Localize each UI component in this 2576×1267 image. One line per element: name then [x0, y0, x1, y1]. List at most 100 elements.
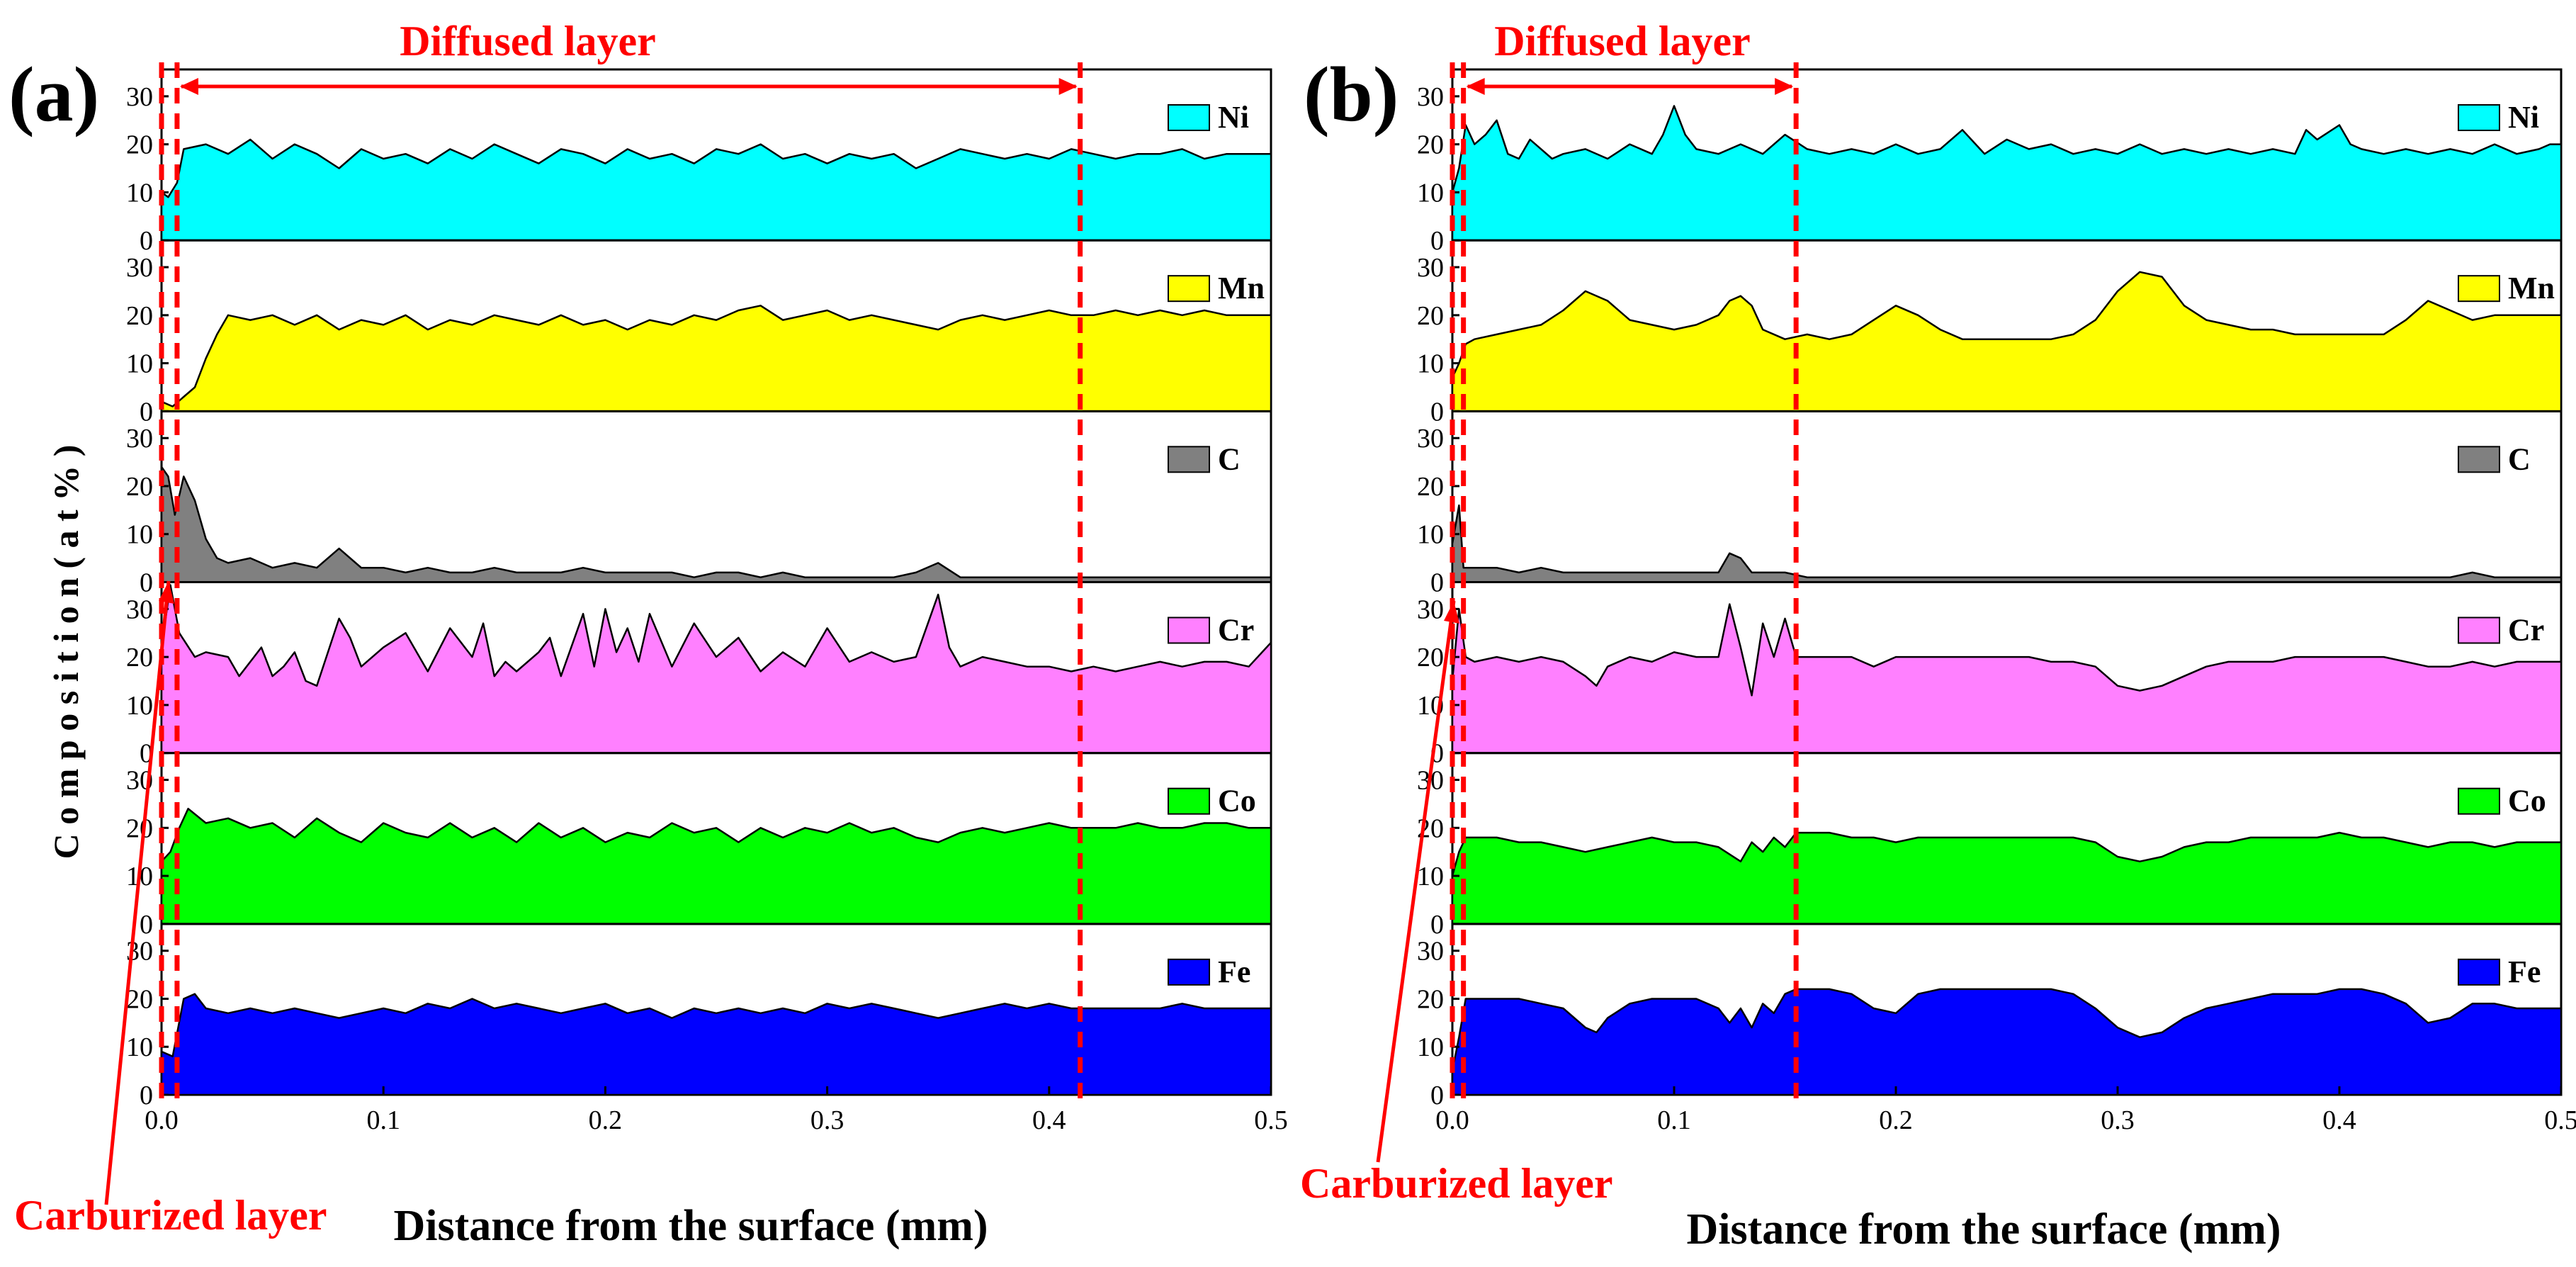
y-tick-label: 10: [1417, 349, 1444, 379]
y-tick-label: 0: [140, 397, 153, 427]
x-tick-label: 0.1: [1657, 1105, 1691, 1135]
ni-series-area: [160, 138, 1272, 242]
panel-b-diffused-label: Diffused layer: [1494, 18, 1751, 64]
fe-series-area: [160, 993, 1272, 1096]
y-tick-label: 0: [140, 568, 153, 598]
panel-a: (a) Diffused layer 0 10 20 30 Ni 0 10 20 30 Mn 0 10…: [9, 18, 1288, 1250]
x-tick-label: 0.5: [1254, 1105, 1288, 1135]
y-tick-label: 20: [1417, 472, 1444, 502]
cr-legend-label: Cr: [1218, 613, 1254, 648]
panel-b-strip-mn: 0 10 20 30 Mn: [1417, 239, 2563, 427]
x-tick-label: 0.5: [2544, 1105, 2576, 1135]
y-tick-label: 0: [140, 1081, 153, 1110]
panel-a-carburized-label: Carburized layer: [14, 1192, 327, 1239]
panel-a-diffused-label: Diffused layer: [400, 18, 656, 64]
y-tick-label: 30: [126, 253, 153, 283]
y-tick-label: 20: [126, 130, 153, 160]
y-tick-label: 10: [1417, 1032, 1444, 1062]
c-legend-label: C: [2508, 441, 2531, 476]
y-tick-label: 20: [126, 472, 153, 502]
x-tick-label: 0.3: [810, 1105, 844, 1135]
mn-legend-swatch: [2458, 275, 2500, 303]
co-legend-swatch: [1168, 787, 1210, 815]
c-series-area: [1451, 504, 2563, 583]
y-tick-label: 30: [1417, 424, 1444, 454]
fe-legend-swatch: [2458, 958, 2500, 986]
y-tick-label: 30: [126, 595, 153, 624]
y-axis-label: C o m p o s i t i o n ( a t % ): [46, 445, 86, 860]
y-tick-label: 10: [126, 349, 153, 379]
carburized-pointer-head: [159, 581, 174, 604]
mn-series-area: [160, 305, 1272, 412]
y-tick-label: 20: [126, 813, 153, 843]
co-series-area: [1451, 831, 2563, 925]
panel-b-x-axis-label: Distance from the surface (mm): [1686, 1205, 2281, 1254]
mn-legend-swatch: [1168, 275, 1210, 303]
y-tick-label: 30: [1417, 595, 1444, 624]
c-legend-label: C: [1218, 441, 1241, 476]
ni-series-area: [1451, 105, 2563, 242]
panel-b-label: (b): [1304, 51, 1399, 137]
y-tick-label: 30: [1417, 253, 1444, 283]
panel-b-plot-area: 0 10 20 30 Ni 0 10 20 30 Mn 0 10 20 30 C 0 10 20 30 Cr 0 10 20…: [1376, 62, 2576, 1163]
carburized-pointer-head: [1444, 601, 1459, 624]
cr-series-area: [1451, 603, 2563, 754]
y-tick-label: 0: [140, 910, 153, 940]
y-tick-label: 10: [1417, 178, 1444, 208]
y-tick-label: 0: [1430, 226, 1444, 256]
x-tick-label: 0.2: [589, 1105, 623, 1135]
y-tick-label: 10: [1417, 520, 1444, 550]
panel-b-strip-ni: 0 10 20 30 Ni: [1417, 68, 2563, 256]
co-series-area: [160, 807, 1272, 925]
cr-legend-swatch: [1168, 616, 1210, 644]
mn-series-area: [1451, 271, 2563, 412]
y-tick-label: 20: [126, 643, 153, 672]
fe-legend-label: Fe: [1218, 955, 1250, 989]
ni-legend-label: Ni: [2508, 100, 2539, 135]
y-tick-label: 20: [1417, 301, 1444, 331]
y-tick-label: 0: [1430, 397, 1444, 427]
y-tick-label: 20: [126, 984, 153, 1014]
fe-series-area: [1451, 988, 2563, 1096]
x-tick-label: 0.2: [1879, 1105, 1913, 1135]
y-tick-label: 10: [126, 691, 153, 721]
y-tick-label: 0: [1430, 910, 1444, 940]
y-tick-label: 30: [126, 424, 153, 454]
carburized-pointer-line: [1376, 600, 1456, 1163]
y-tick-label: 0: [1430, 1081, 1444, 1110]
diffused-arrow-head-left: [1466, 78, 1485, 95]
x-tick-label: 0.4: [1032, 1105, 1066, 1135]
c-legend-swatch: [1168, 446, 1210, 473]
panel-a-strip-co: 0102030Co: [126, 752, 1272, 940]
ni-legend-swatch: [2458, 104, 2500, 131]
mn-legend-label: Mn: [2508, 271, 2555, 305]
y-tick-label: 30: [126, 82, 153, 112]
panel-b-strip-fe: 0 10 20 30 Fe: [1417, 923, 2563, 1110]
ni-legend-label: Ni: [1218, 100, 1249, 135]
y-tick-label: 10: [126, 1032, 153, 1062]
x-tick-label: 0.4: [2322, 1105, 2356, 1135]
y-tick-label: 20: [1417, 984, 1444, 1014]
y-tick-label: 0: [140, 226, 153, 256]
x-tick-label: 0.3: [2101, 1105, 2135, 1135]
panel-a-plot-area: 0 10 20 30 Ni 0 10 20 30 Mn 0 10 20 30 C 0 10 20 30 Cr 0 10 20…: [104, 62, 1288, 1205]
y-tick-label: 20: [126, 301, 153, 331]
panel-b: (b) Diffused layer 0 10 20 30 Ni 0 10 20 30 Mn 0 10…: [1300, 18, 2576, 1254]
y-tick-label: 10: [126, 178, 153, 208]
y-tick-label: 20: [1417, 643, 1444, 672]
y-tick-label: 10: [126, 520, 153, 550]
diffused-arrow-head-right: [1775, 78, 1794, 95]
co-legend-label: Co: [2508, 784, 2546, 818]
x-tick-label: 0.0: [1435, 1105, 1469, 1135]
cr-legend-label: Cr: [2508, 613, 2544, 648]
co-legend-swatch: [2458, 787, 2500, 815]
fe-legend-swatch: [1168, 958, 1210, 986]
ni-legend-swatch: [1168, 104, 1210, 131]
co-legend-label: Co: [1218, 784, 1256, 818]
cr-legend-swatch: [2458, 616, 2500, 644]
panel-a-strip-mn: 0 10 20 30 Mn: [126, 239, 1272, 427]
